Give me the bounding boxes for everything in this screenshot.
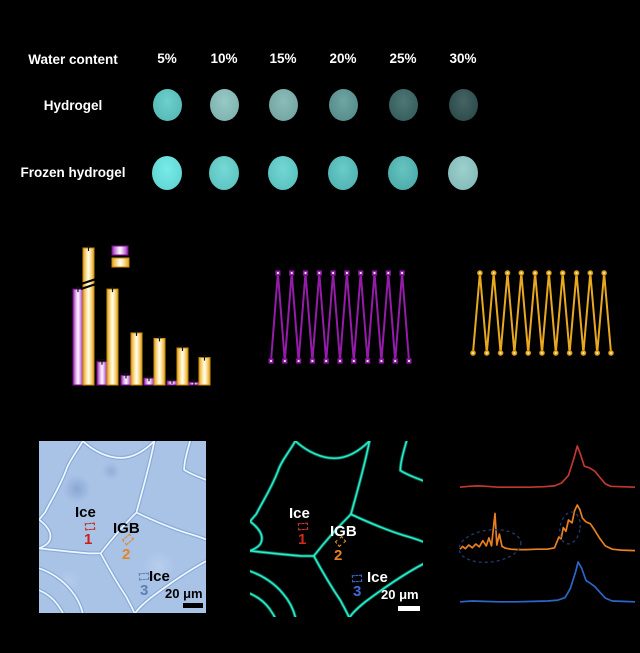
grain-boundary-network-fluorescence bbox=[250, 441, 423, 617]
yellow_zigzag-line bbox=[472, 272, 612, 354]
scale-bar-bf bbox=[183, 603, 203, 608]
bar-purple bbox=[96, 361, 108, 386]
igb-label-fl: IGB bbox=[330, 523, 357, 540]
sample-disc bbox=[152, 89, 182, 121]
percent-label: 30% bbox=[449, 51, 477, 66]
roi-box-3-fl bbox=[351, 574, 363, 583]
spectrum-blue bbox=[459, 561, 636, 603]
spectrum-orange bbox=[459, 504, 636, 552]
sample-disc bbox=[328, 89, 358, 121]
fluorescence-micrograph: Ice 1 IGB 2 Ice 3 20 μm bbox=[250, 441, 423, 617]
roi-number-3: 3 bbox=[140, 582, 149, 599]
spectrum-red bbox=[459, 445, 636, 489]
bar-yellow bbox=[82, 247, 95, 386]
axis-break-mark bbox=[80, 277, 97, 286]
water-content-label: Water content bbox=[28, 52, 118, 67]
roi-number-2-fl: 2 bbox=[334, 547, 343, 564]
sample-disc bbox=[152, 156, 182, 190]
percent-label: 20% bbox=[329, 51, 357, 66]
sample-disc bbox=[388, 156, 418, 190]
ice-label-3-fl: Ice bbox=[367, 569, 388, 586]
percent-label: 15% bbox=[269, 51, 297, 66]
sample-disc bbox=[448, 156, 478, 190]
bar-yellow bbox=[176, 347, 189, 386]
igb-label: IGB bbox=[113, 520, 140, 537]
percent-label: 5% bbox=[157, 51, 177, 66]
sample-disc bbox=[388, 89, 418, 121]
bar-yellow bbox=[106, 288, 119, 386]
percent-label: 10% bbox=[210, 51, 238, 66]
roi-box-1 bbox=[84, 522, 96, 531]
roi-number-3-fl: 3 bbox=[353, 583, 362, 600]
frozen-hydrogel-row-label: Frozen hydrogel bbox=[20, 165, 126, 180]
bar-yellow bbox=[130, 332, 143, 386]
roi-number-1-fl: 1 bbox=[298, 531, 307, 548]
roi-number-1: 1 bbox=[84, 531, 93, 548]
scale-text-fl: 20 μm bbox=[381, 587, 419, 602]
bar-yellow bbox=[153, 337, 166, 386]
bar-yellow bbox=[198, 357, 211, 386]
ice-label-1-fl: Ice bbox=[289, 505, 310, 522]
legend-swatch-yellow bbox=[111, 257, 130, 268]
roi-box-3 bbox=[138, 572, 150, 581]
grain-boundary-network bbox=[39, 441, 206, 613]
sample-disc bbox=[209, 89, 239, 121]
dashed-ellipse-low-freq bbox=[458, 529, 522, 563]
ice-label-1: Ice bbox=[75, 504, 96, 521]
dashed-ellipse-pre-peak bbox=[559, 511, 581, 545]
brightfield-micrograph: Ice 1 IGB 2 Ice 3 20 μm bbox=[39, 441, 206, 613]
roi-number-2: 2 bbox=[122, 546, 131, 563]
sample-disc bbox=[328, 156, 358, 190]
roi-box-1-fl bbox=[297, 522, 309, 531]
hydrogel-row-label: Hydrogel bbox=[43, 98, 103, 113]
bar-purple bbox=[72, 288, 84, 386]
sample-disc bbox=[209, 156, 239, 190]
scale-text-bf: 20 μm bbox=[165, 586, 203, 601]
legend-swatch-purple bbox=[111, 245, 129, 256]
sample-disc bbox=[268, 89, 298, 121]
sample-disc bbox=[448, 89, 478, 121]
purple_zigzag-line bbox=[270, 272, 410, 362]
scale-bar-fl bbox=[398, 606, 420, 611]
percent-label: 25% bbox=[389, 51, 417, 66]
sample-disc bbox=[268, 156, 298, 190]
ice-label-3: Ice bbox=[149, 568, 170, 585]
